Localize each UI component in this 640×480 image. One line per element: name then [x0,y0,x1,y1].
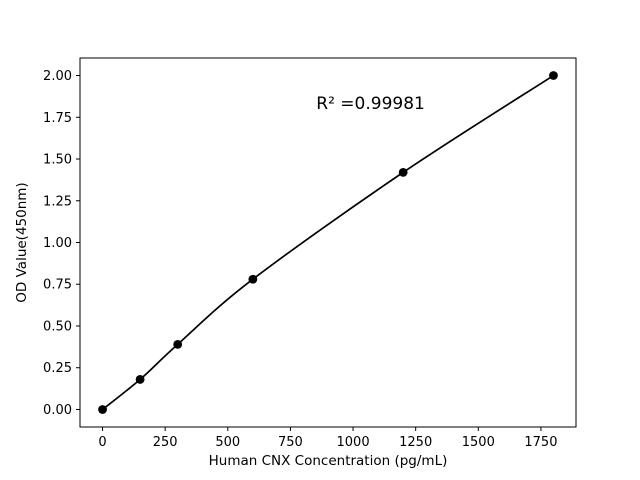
x-tick-label: 750 [278,435,303,450]
x-tick-label: 1000 [337,435,370,450]
x-tick-label: 500 [215,435,240,450]
r-squared-annotation: R² =0.99981 [316,94,425,114]
x-tick-label: 1500 [462,435,495,450]
data-point [398,167,408,177]
y-tick-label: 1.50 [43,153,72,168]
y-tick-label: 0.25 [43,361,72,376]
x-axis-label: Human CNX Concentration (pg/mL) [209,453,448,469]
y-tick-label: 1.25 [43,194,72,209]
data-point [135,375,145,384]
x-tick-label: 250 [153,435,178,450]
data-point [549,71,558,80]
y-axis-label: OD Value(450nm) [14,182,30,302]
y-tick-label: 1.75 [43,111,72,126]
y-tick-label: 0.50 [43,319,72,334]
data-point [173,339,183,349]
data-point [98,405,107,414]
x-tick-label: 0 [98,435,106,450]
x-tick-label: 1250 [399,435,432,450]
y-tick-label: 2.00 [43,69,72,84]
x-tick-label: 1750 [524,435,557,450]
y-tick-label: 0.75 [43,278,72,293]
data-point [248,274,258,284]
y-tick-label: 1.00 [43,236,72,251]
y-tick-label: 0.00 [43,403,72,418]
